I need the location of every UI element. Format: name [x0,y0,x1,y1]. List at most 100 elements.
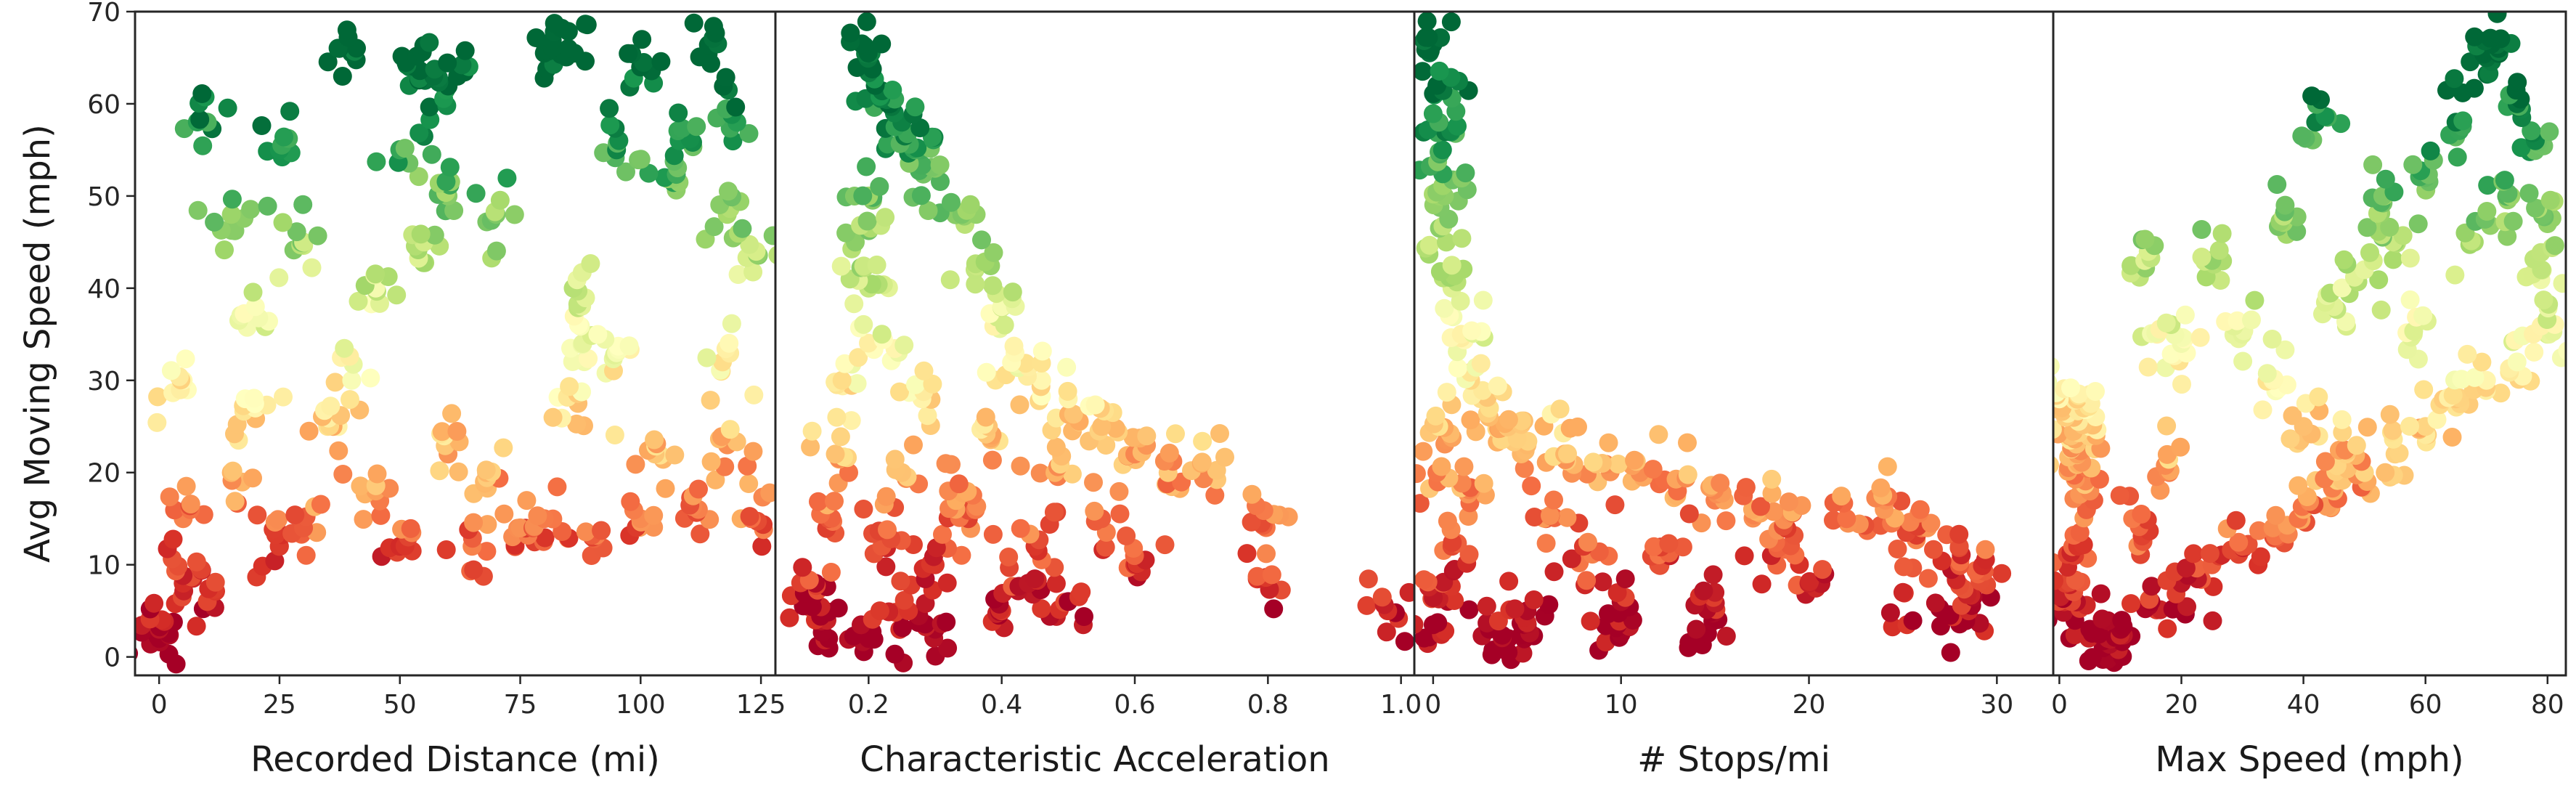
scatter-point [1878,457,1897,476]
scatter-point [1057,357,1077,377]
scatter-point [1471,354,1491,373]
scatter-point [867,255,886,275]
scatter-point [853,186,873,206]
scatter-point [716,68,735,87]
scatter-point [311,495,330,514]
scatter-point [844,294,864,314]
y-tick-label: 50 [87,182,121,212]
scatter-point [839,463,858,482]
scatter-point [2363,155,2383,174]
scatter-point [1377,622,1396,642]
scatter-point [760,483,775,503]
scatter-point [1427,76,1447,95]
scatter-point [1096,537,1115,557]
scatter-point [1687,619,1706,639]
scatter-point [2121,594,2140,614]
scatter-point [1557,508,1577,527]
scatter-point [872,34,892,54]
scatter-point [2275,340,2295,359]
scatter-point [2267,175,2287,194]
scatter-point [1477,596,1496,616]
scatter-point [1888,540,1907,558]
scatter-point [333,67,352,86]
y-tick-label: 60 [87,90,121,120]
y-ticks: 0 10 20 30 40 50 60 70 [87,0,135,673]
scatter-point [2445,265,2465,285]
scatter-point [2053,571,2063,590]
scatter-point [436,540,456,559]
scatter-points [135,13,775,674]
scatter-point [1694,581,1713,601]
scatter-point [2138,357,2158,377]
scatter-point [494,438,513,458]
scatter-point [1085,501,1104,521]
scatter-point [161,361,181,381]
scatter-point [160,487,179,507]
scatter-point [558,38,578,58]
scatter-point [1456,163,1475,183]
scatter-point [1399,582,1414,602]
scatter-point [1949,524,1969,544]
scatter-point [440,158,460,177]
scatter-point [1736,478,1756,497]
scatter-point [1372,587,1392,607]
x-tick-label: 75 [504,690,537,720]
scatter-point [455,41,475,60]
scatter-point [930,155,950,175]
x-axis-label: # Stops/mi [1637,739,1830,780]
x-tick-label: 100 [616,690,666,720]
scatter-point [733,219,752,238]
scatter-point [1716,511,1736,531]
scatter-point [849,348,868,367]
scatter-point [1673,537,1692,557]
scatter-point [2383,420,2402,440]
scatter-point [274,387,293,407]
scatter-point [1442,256,1462,275]
scatter-point [2400,248,2420,268]
scatter-point [1505,599,1525,619]
scatter-point [497,168,517,188]
panel-characteristic-acceleration: 0.2 0.4 0.6 0.8 1.0 Characteristic Accelerat… [774,10,1422,780]
scatter-point [409,167,428,187]
scatter-point [1918,569,1938,588]
scatter-point [2242,310,2261,330]
scatter-point [802,421,822,441]
scatter-point [976,407,995,427]
scatter-point [2176,558,2196,578]
scatter-point [639,163,659,183]
scatter-point [2281,429,2300,449]
x-ticks: 0 25 50 75 100 125 [151,675,786,720]
scatter-point [821,563,841,582]
scatter-point [1084,473,1103,492]
scatter-point [938,638,958,658]
scatter-point [1025,569,1045,589]
scatter-point [2287,221,2307,241]
scatter-point [349,291,368,311]
scatter-point [728,265,748,284]
scatter-point [2443,386,2463,405]
scatter-point [318,52,338,72]
scatter-point [1608,455,1628,473]
scatter-point [2357,218,2377,237]
scatter-point [188,200,208,220]
scatter-point [1159,443,1179,463]
scatter-point [241,200,261,219]
scatter-point [780,608,799,627]
scatter-point [1011,519,1030,538]
scatter-point [430,461,449,481]
scatter-point [1499,643,1518,662]
scatter-point [2132,505,2151,524]
scatter-point [1659,534,1679,553]
x-ticks: 0 10 20 30 [1424,675,2013,720]
scatter-point [464,513,484,532]
scatter-point [1562,549,1581,569]
scatter-point [1599,433,1618,452]
scatter-point [1925,593,1945,613]
scatter-point [223,461,242,481]
scatter-point [905,97,925,117]
scatter-point [2332,278,2352,298]
x-tick-label: 25 [263,690,296,720]
x-tick-label: 0.2 [848,690,889,720]
scatter-point [632,30,652,49]
scatter-point [1264,599,1284,619]
